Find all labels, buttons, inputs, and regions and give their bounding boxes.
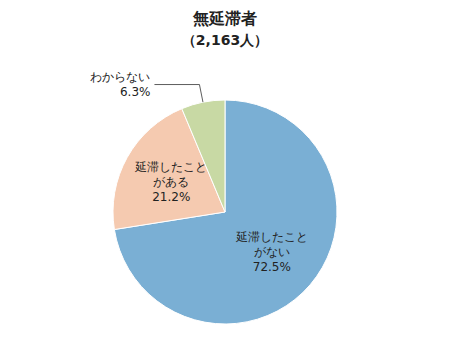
category-label: 延滞したことがある xyxy=(134,159,207,188)
title: 無延滞者 xyxy=(192,9,257,28)
category-label-line: わからない xyxy=(90,70,150,84)
subtitle: （2,163人） xyxy=(182,32,268,48)
category-label: 延滞したことがない xyxy=(235,230,308,259)
pie xyxy=(113,100,337,324)
labels: 延滞したことがない72.5%延滞したことがある21.2%わからない6.3% xyxy=(90,70,307,274)
category-label-line: がない xyxy=(254,245,290,259)
data-label: 6.3% xyxy=(120,85,151,99)
category-label: わからない xyxy=(90,70,150,84)
category-label-line: 延滞したこと xyxy=(235,230,308,244)
category-label-line: がある xyxy=(153,174,189,188)
category-label-line: 延滞したこと xyxy=(134,159,207,173)
data-label: 72.5% xyxy=(253,260,291,274)
leader-line xyxy=(154,85,203,103)
chart: 無延滞者（2,163人）延滞したことがない72.5%延滞したことがある21.2%… xyxy=(0,0,450,351)
data-label: 21.2% xyxy=(152,189,190,203)
